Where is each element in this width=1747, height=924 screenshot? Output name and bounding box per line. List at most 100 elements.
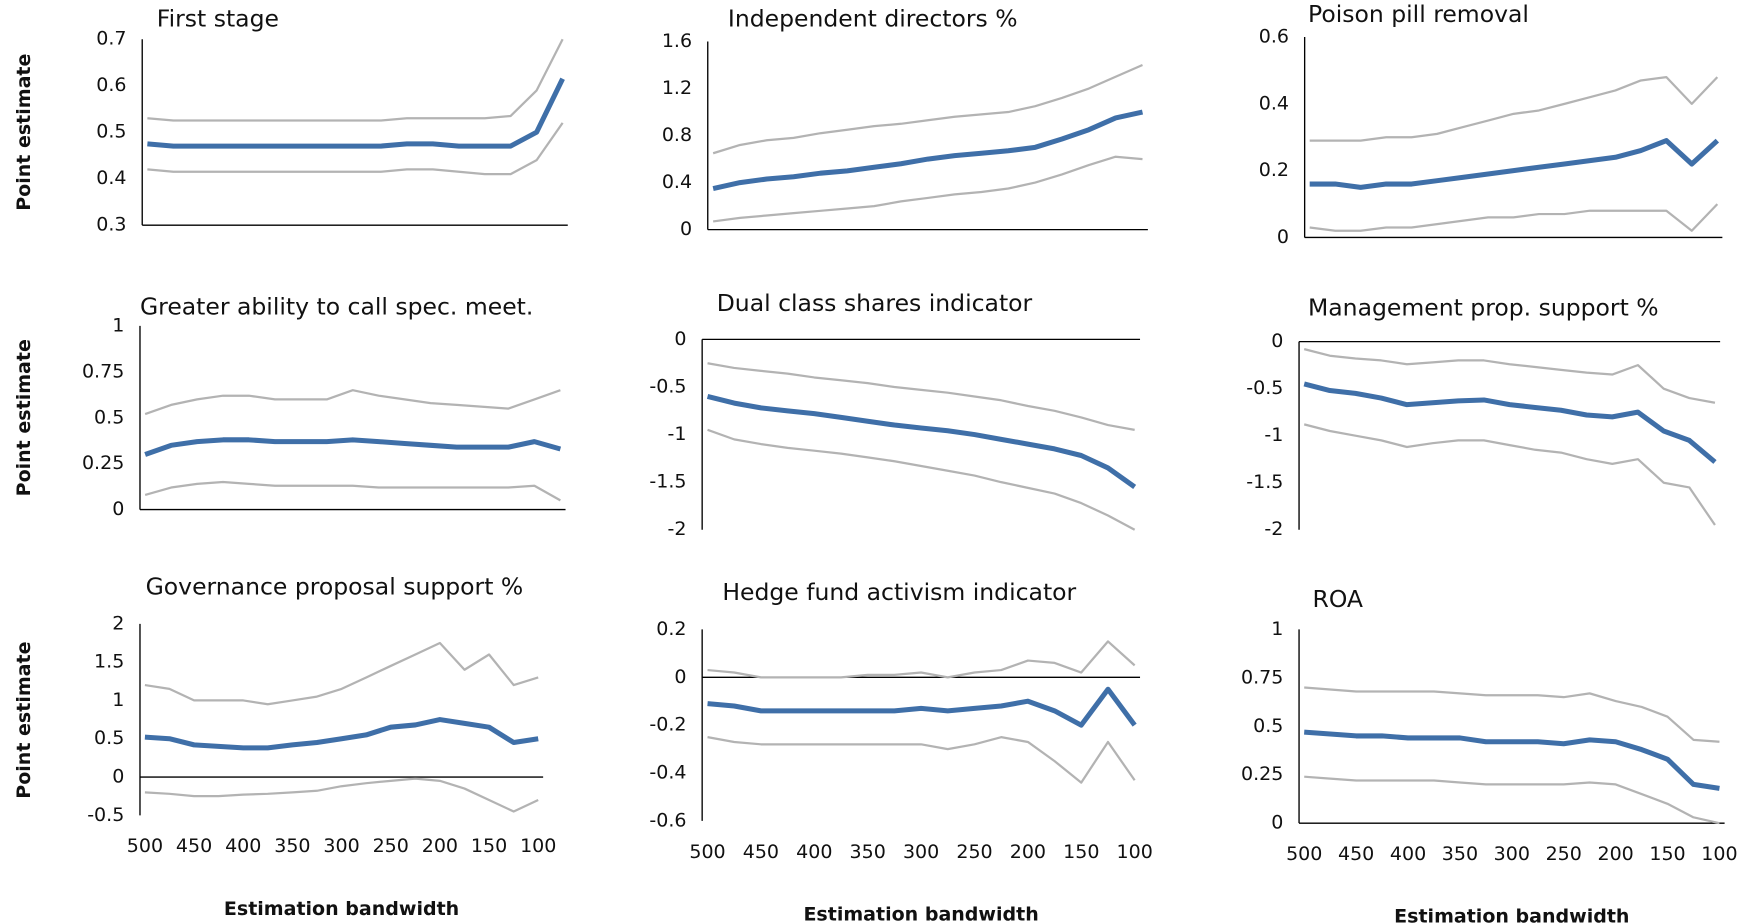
chart-title: Management prop. support % xyxy=(1308,294,1659,322)
x-tick-label: 150 xyxy=(1063,841,1099,863)
confidence-line xyxy=(1309,75,1719,142)
y-tick-label: -0.5 xyxy=(649,375,686,397)
chart-title: First stage xyxy=(157,5,279,33)
y-tick-label: -0.5 xyxy=(87,804,124,826)
x-tick-label: 500 xyxy=(1286,843,1322,865)
x-tick-label: 200 xyxy=(1597,843,1633,865)
y-axis-label: Point estimate xyxy=(13,54,35,211)
x-axis-label: Estimation bandwidth xyxy=(224,898,459,920)
y-tick-label: -2 xyxy=(1264,518,1283,540)
x-tick-label: 450 xyxy=(1338,843,1374,865)
x-tick-label: 200 xyxy=(422,835,458,857)
x-tick-label: 400 xyxy=(796,841,832,863)
x-tick-label: 350 xyxy=(850,841,886,863)
chart-title: ROA xyxy=(1312,585,1363,613)
y-tick-label: 2 xyxy=(112,612,124,634)
x-tick-label: 450 xyxy=(176,835,212,857)
y-tick-label: 0.5 xyxy=(94,727,124,749)
y-tick-label: 0 xyxy=(680,218,692,240)
y-tick-label: -0.6 xyxy=(649,809,686,831)
confidence-line xyxy=(707,428,1136,531)
confidence-line xyxy=(144,389,561,416)
y-tick-label: 0 xyxy=(1277,226,1289,248)
confidence-line xyxy=(1304,775,1720,825)
y-tick-label: -0.2 xyxy=(649,714,686,736)
confidence-line xyxy=(1303,348,1716,404)
x-tick-label: 500 xyxy=(689,841,725,863)
estimate-line xyxy=(706,394,1137,490)
chart-title: Governance proposal support % xyxy=(146,572,524,600)
confidence-line xyxy=(712,63,1143,155)
confidence-line xyxy=(147,122,564,176)
x-tick-label: 300 xyxy=(903,841,939,863)
confidence-line xyxy=(147,38,564,122)
y-tick-label: 0 xyxy=(674,328,686,350)
confidence-line xyxy=(144,480,561,502)
x-axis-label: Estimation bandwidth xyxy=(1394,906,1629,924)
confidence-line xyxy=(1303,423,1716,526)
y-tick-label: 0.3 xyxy=(96,214,126,236)
chart-title: Dual class shares indicator xyxy=(717,289,1033,317)
y-tick-label: 0.4 xyxy=(96,167,126,189)
confidence-line xyxy=(707,362,1135,431)
x-tick-label: 200 xyxy=(1010,841,1046,863)
estimate-line xyxy=(1309,138,1720,190)
y-tick-label: 0.7 xyxy=(96,28,126,50)
chart-title: Greater ability to call spec. meet. xyxy=(140,293,533,321)
y-tick-label: 0.25 xyxy=(82,452,124,474)
confidence-line xyxy=(1309,203,1719,232)
estimate-line xyxy=(147,77,565,149)
y-tick-label: 0.4 xyxy=(662,171,692,193)
x-tick-label: 450 xyxy=(743,841,779,863)
y-tick-label: 1 xyxy=(112,689,124,711)
y-tick-label: 0.75 xyxy=(1241,666,1283,688)
x-tick-label: 300 xyxy=(323,835,359,857)
y-tick-label: 0.4 xyxy=(1259,92,1289,114)
y-tick-label: 0.2 xyxy=(656,618,686,640)
y-tick-label: -1 xyxy=(668,423,687,445)
x-tick-label: 350 xyxy=(1442,843,1478,865)
x-tick-label: 100 xyxy=(520,835,556,857)
y-tick-label: -1 xyxy=(1264,424,1283,446)
x-tick-label: 400 xyxy=(225,835,261,857)
y-tick-label: 0 xyxy=(112,766,124,788)
x-tick-label: 150 xyxy=(471,835,507,857)
confidence-line xyxy=(707,640,1136,679)
y-tick-label: 0.6 xyxy=(96,74,126,96)
estimate-line xyxy=(1303,381,1717,464)
estimate-line xyxy=(712,109,1144,191)
x-tick-label: 100 xyxy=(1117,841,1153,863)
y-tick-label: 1 xyxy=(112,314,124,336)
y-tick-label: 0.5 xyxy=(94,406,124,428)
x-tick-label: 250 xyxy=(1546,843,1582,865)
confidence-line xyxy=(144,777,539,813)
x-tick-label: 500 xyxy=(127,835,163,857)
y-tick-label: 0.5 xyxy=(1253,715,1283,737)
chart-title: Independent directors % xyxy=(728,5,1018,33)
estimate-line xyxy=(144,437,562,457)
y-tick-label: 0.2 xyxy=(1259,159,1289,181)
estimate-line xyxy=(144,717,539,751)
y-tick-label: 1 xyxy=(1271,618,1283,640)
y-tick-label: 0 xyxy=(674,666,686,688)
x-tick-label: 400 xyxy=(1390,843,1426,865)
y-tick-label: 1.6 xyxy=(662,30,692,52)
x-tick-label: 150 xyxy=(1649,843,1685,865)
y-tick-label: 0 xyxy=(1271,812,1283,834)
y-tick-label: 0.75 xyxy=(82,360,124,382)
x-tick-label: 350 xyxy=(274,835,310,857)
chart-title: Hedge fund activism indicator xyxy=(722,578,1076,606)
y-axis-label: Point estimate xyxy=(13,339,35,496)
estimate-line xyxy=(1304,729,1720,791)
y-tick-label: 1.2 xyxy=(662,77,692,99)
y-tick-label: 0.5 xyxy=(96,121,126,143)
y-axis-label: Point estimate xyxy=(13,642,35,799)
y-tick-label: 0.25 xyxy=(1241,763,1283,785)
x-tick-label: 100 xyxy=(1701,843,1737,865)
confidence-line xyxy=(707,736,1136,784)
x-axis-label: Estimation bandwidth xyxy=(803,903,1038,924)
y-tick-label: 0.6 xyxy=(1259,26,1289,48)
y-tick-label: -2 xyxy=(668,518,687,540)
